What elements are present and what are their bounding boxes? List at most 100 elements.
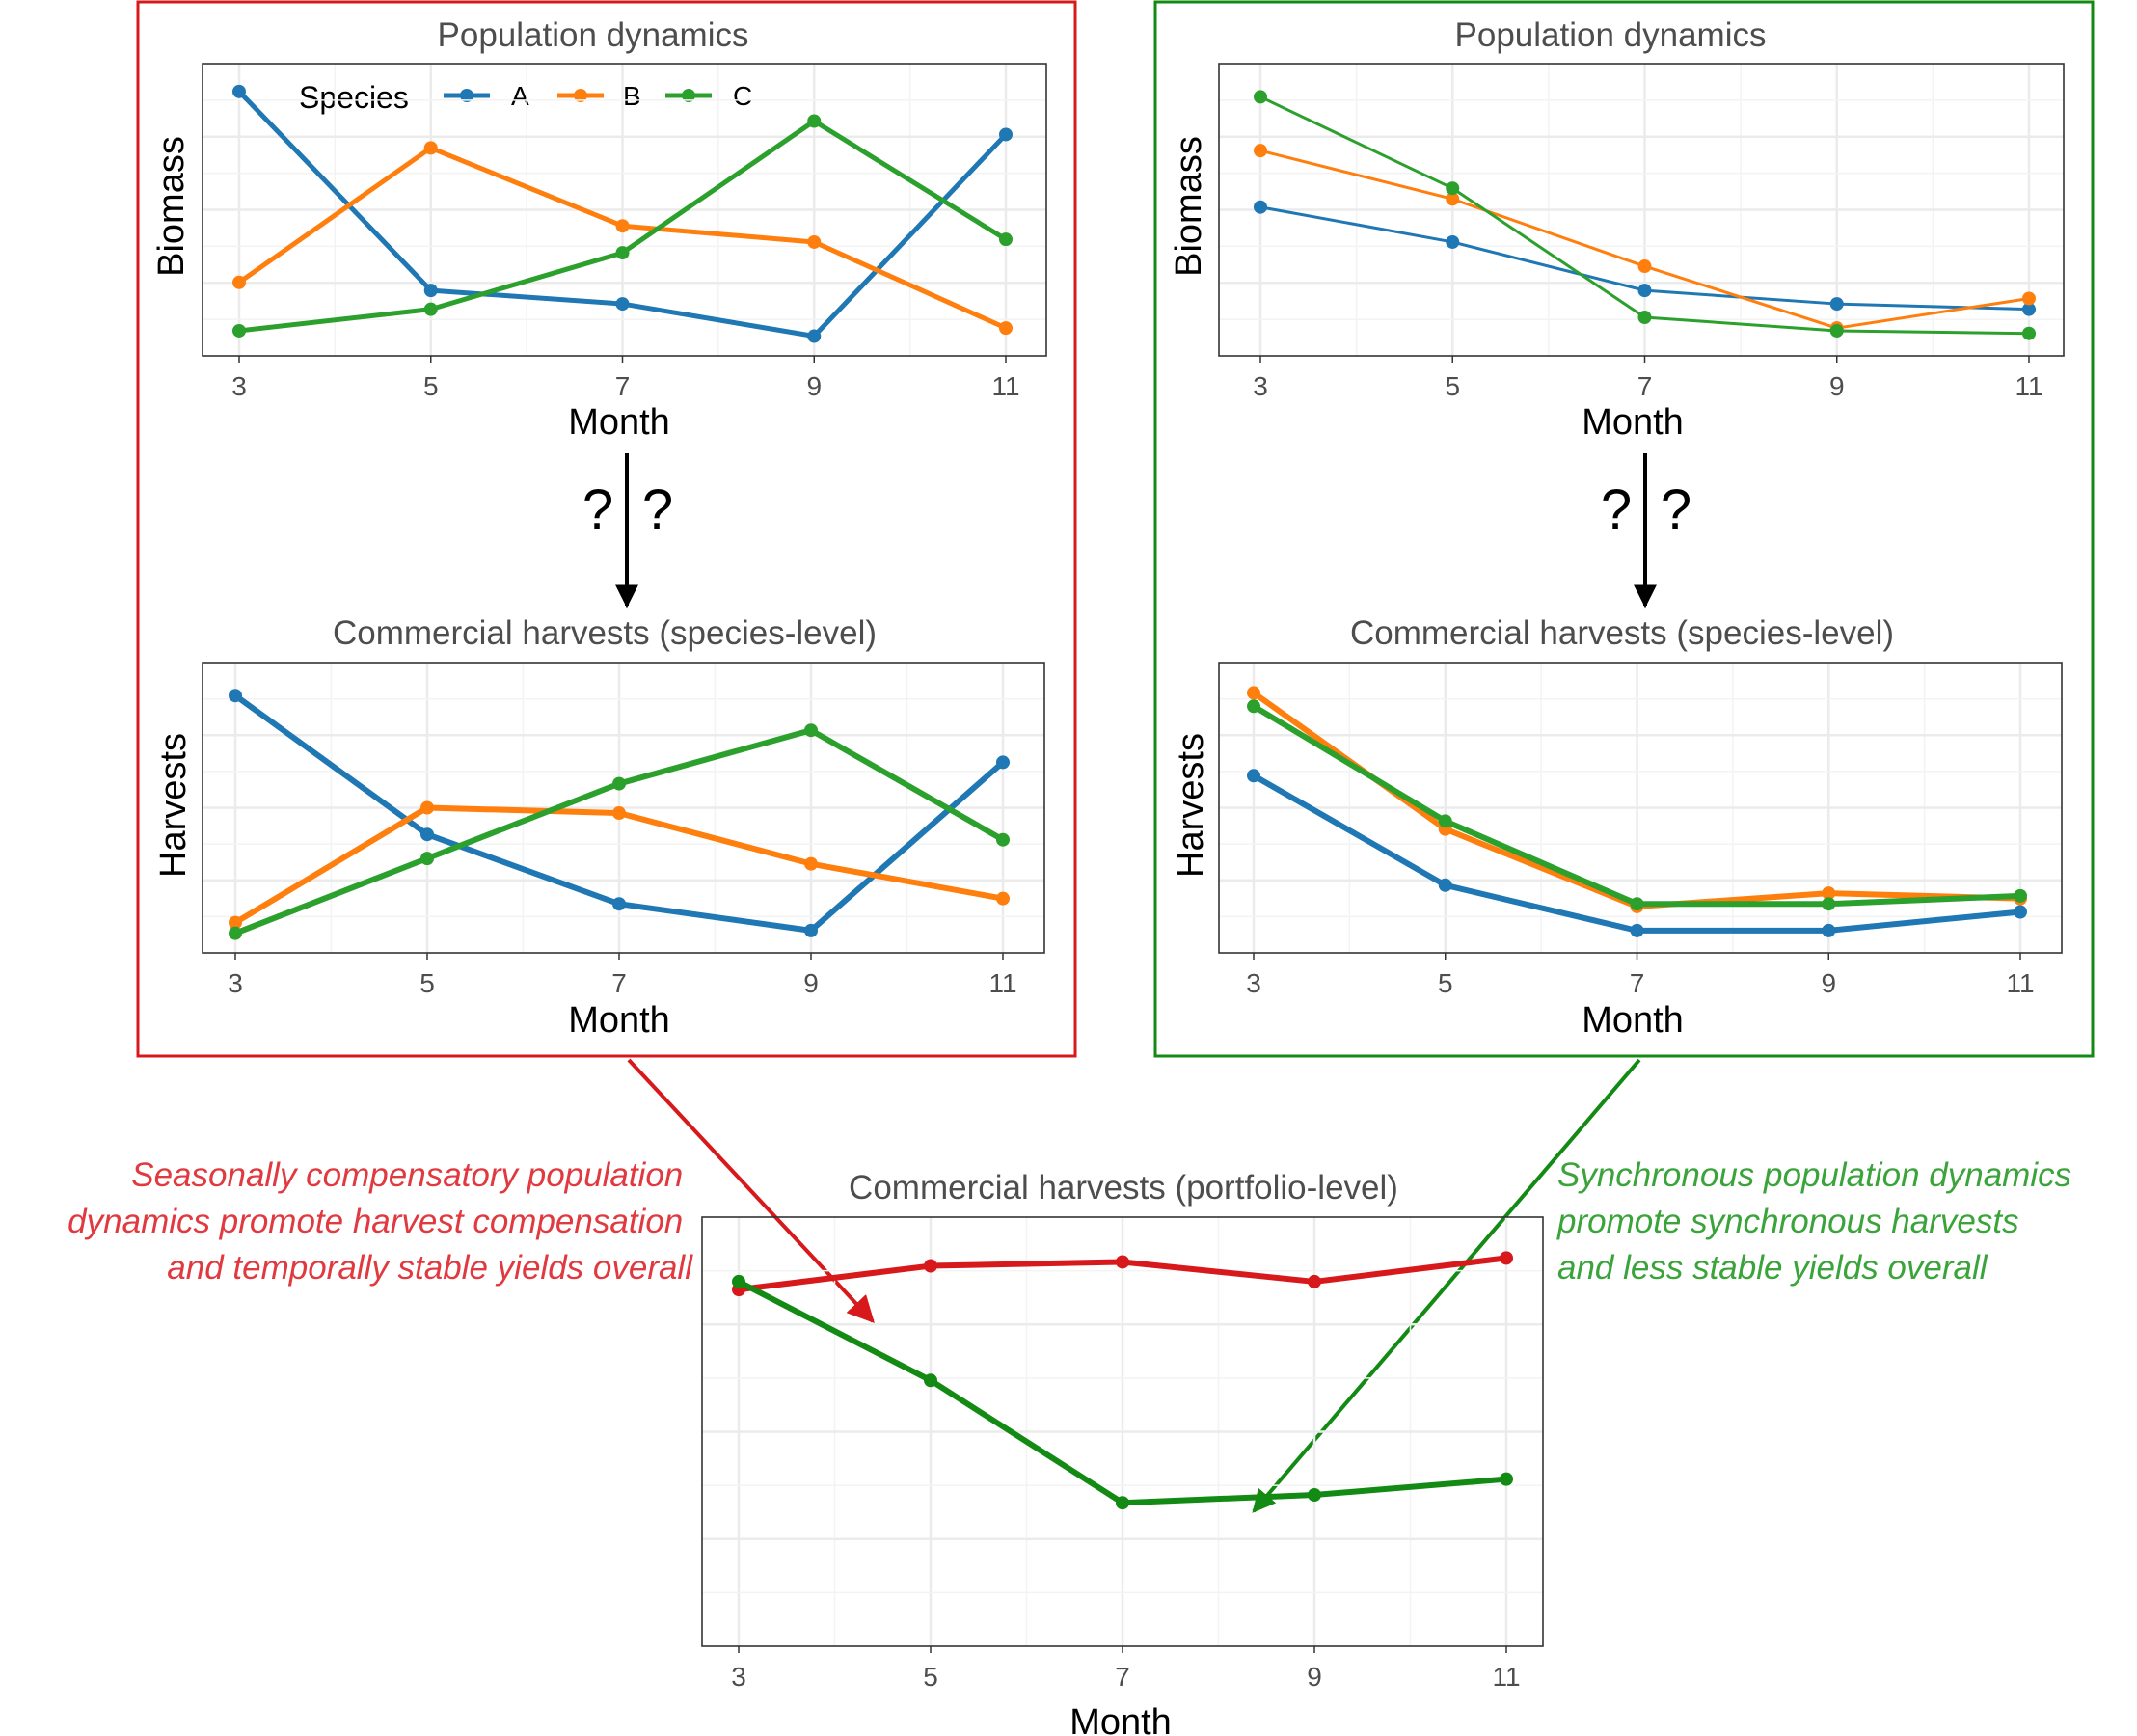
left-harvest-xlabel: Month xyxy=(568,1000,670,1041)
left_harvest-point-A-7 xyxy=(612,897,626,911)
synchronous-scenario-frame xyxy=(1153,0,2095,1058)
right-harvest-xlabel: Month xyxy=(1582,1000,1684,1041)
portfolio-tick-label-9: 9 xyxy=(1307,1662,1322,1692)
portfolio-point-1-3 xyxy=(732,1274,745,1288)
left_population-point-B-7 xyxy=(615,219,630,233)
left-population-ylabel: Biomass xyxy=(151,136,192,277)
legend-swatch-c-dot xyxy=(682,89,695,102)
left_population-plot-frame xyxy=(202,63,1047,357)
right_harvest-point-A-9 xyxy=(1822,923,1836,937)
left_harvest-point-C-3 xyxy=(229,926,242,940)
right_population-point-A-9 xyxy=(1829,297,1844,312)
portfolio-point-0-7 xyxy=(1116,1255,1129,1269)
right_harvest-tick-label-11: 11 xyxy=(2006,968,2034,998)
right_population-tick-label-5: 5 xyxy=(1445,371,1460,401)
left-harvest-title: Commercial harvests (species-level) xyxy=(333,614,877,652)
right-note-line-2: promote synchronous harvests xyxy=(1556,1203,2019,1240)
portfolio-tick-label-3: 3 xyxy=(731,1662,746,1692)
left_harvest-point-B-7 xyxy=(612,806,626,821)
synchronous-connector-arrow xyxy=(1252,1058,1641,1513)
right_population-point-A-3 xyxy=(1254,200,1267,214)
left_population-tick-label-11: 11 xyxy=(991,371,1019,401)
right_population-tick-label-3: 3 xyxy=(1253,371,1268,401)
left_population-point-A-3 xyxy=(232,84,246,98)
portfolio-tick-label-5: 5 xyxy=(923,1662,938,1692)
left-harvest-ylabel: Harvests xyxy=(153,733,194,878)
right-harvest-ylabel: Harvests xyxy=(1171,733,1211,878)
left_harvest-point-A-5 xyxy=(420,827,434,842)
right_harvest-tick-label-7: 7 xyxy=(1630,968,1645,998)
right-note-line-1: Synchronous population dynamics xyxy=(1557,1156,2071,1194)
left-question-mark-1: ? xyxy=(582,478,613,541)
portfolio-point-1-11 xyxy=(1500,1472,1513,1486)
left_population-point-B-9 xyxy=(807,234,822,249)
left_population-point-C-9 xyxy=(807,114,822,128)
right_harvest-point-A-7 xyxy=(1630,923,1644,937)
left_harvest-point-C-7 xyxy=(612,776,626,791)
left_population-point-B-3 xyxy=(232,275,246,289)
portfolio-point-1-5 xyxy=(924,1373,937,1388)
right-note-line-3: and less stable yields overall xyxy=(1557,1249,1988,1287)
right_harvest-point-C-11 xyxy=(2014,888,2027,903)
left_harvest-point-A-3 xyxy=(229,689,242,703)
right-population-ylabel: Biomass xyxy=(1169,136,1209,277)
left_population-point-A-9 xyxy=(807,329,822,343)
right-note: Synchronous population dynamics promote … xyxy=(1556,1156,2081,1287)
left-population-xlabel: Month xyxy=(568,402,670,443)
portfolio-point-1-7 xyxy=(1116,1496,1129,1510)
left_harvest-tick-label-5: 5 xyxy=(419,968,435,998)
left_harvest-tick-label-11: 11 xyxy=(988,968,1016,998)
legend-label-a: A xyxy=(511,81,529,111)
left_population-point-B-11 xyxy=(999,321,1013,336)
left_population-point-C-5 xyxy=(423,302,438,316)
right-harvest-title: Commercial harvests (species-level) xyxy=(1350,614,1894,652)
legend-label-c: C xyxy=(733,81,752,111)
left-note-line-3: and temporally stable yields overall xyxy=(167,1249,693,1287)
right_population-tick-label-11: 11 xyxy=(2015,371,2042,401)
right_harvest-tick-label-9: 9 xyxy=(1821,968,1836,998)
right_harvest-point-C-7 xyxy=(1630,897,1644,911)
right_population-point-B-11 xyxy=(2022,291,2036,306)
right_population-tick-label-7: 7 xyxy=(1637,371,1653,401)
left_population-point-A-7 xyxy=(615,297,630,312)
left_population-point-A-5 xyxy=(423,284,438,298)
left_harvest-tick-label-7: 7 xyxy=(611,968,627,998)
right_population-point-A-5 xyxy=(1446,234,1460,249)
right_population-tick-label-9: 9 xyxy=(1829,371,1845,401)
portfolio-xlabel: Month xyxy=(1069,1702,1172,1736)
left_harvest-point-C-9 xyxy=(804,723,818,738)
left_harvest-tick-label-3: 3 xyxy=(228,968,243,998)
left-note-line-1: Seasonally compensatory population xyxy=(131,1156,683,1194)
right-population-xlabel: Month xyxy=(1582,402,1684,443)
left_harvest-point-B-9 xyxy=(804,856,818,871)
legend-title: Species xyxy=(299,80,409,115)
left_population-tick-label-7: 7 xyxy=(615,371,631,401)
left_population-tick-label-9: 9 xyxy=(806,371,822,401)
portfolio-point-0-11 xyxy=(1500,1251,1513,1265)
right_population-point-B-3 xyxy=(1254,144,1267,158)
right_population-point-C-5 xyxy=(1446,181,1460,196)
chart-layer: 3 5 7 9 11 3 5 7 9 11 3 5 7 9 11 3 5 7 9 11 3 5 7 9 11 xyxy=(202,63,2065,1692)
right_population-point-A-7 xyxy=(1637,284,1652,298)
left_harvest-point-C-5 xyxy=(420,852,434,866)
right_harvest-point-C-9 xyxy=(1822,897,1836,911)
legend-swatch-a-dot xyxy=(460,89,473,102)
right_harvest-tick-label-5: 5 xyxy=(1438,968,1453,998)
portfolio-tick-label-7: 7 xyxy=(1115,1662,1130,1692)
left-population-title: Population dynamics xyxy=(438,16,749,54)
left-question-mark-2: ? xyxy=(642,478,673,541)
right_population-point-C-3 xyxy=(1254,90,1267,104)
left_population-point-A-11 xyxy=(999,127,1013,142)
right_harvest-point-A-11 xyxy=(2014,905,2027,919)
right-question-mark-2: ? xyxy=(1661,478,1691,541)
left_harvest-point-A-9 xyxy=(804,923,818,937)
right_population-point-B-5 xyxy=(1446,192,1460,206)
portfolio-point-0-9 xyxy=(1308,1274,1321,1288)
portfolio-point-0-5 xyxy=(924,1259,937,1273)
right_population-point-C-11 xyxy=(2022,326,2036,340)
left_harvest-point-B-3 xyxy=(229,915,242,930)
left_harvest-point-B-5 xyxy=(420,800,434,815)
left-note-line-2: dynamics promote harvest compensation xyxy=(68,1203,683,1240)
right_harvest-point-B-9 xyxy=(1822,886,1836,901)
left_harvest-point-B-11 xyxy=(996,891,1010,906)
